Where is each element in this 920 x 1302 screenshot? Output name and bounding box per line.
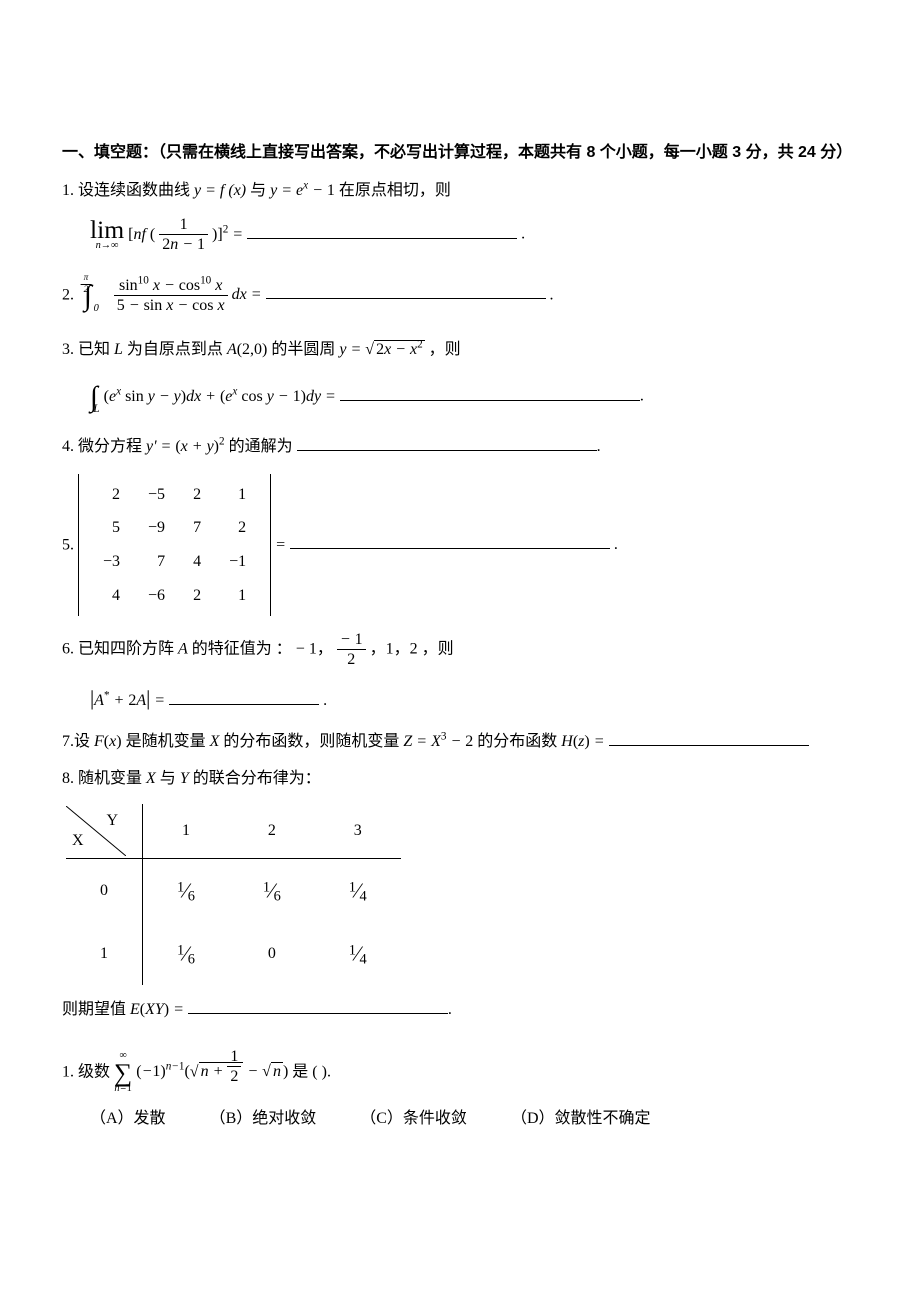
q4-tail: 的通解为: [229, 438, 293, 455]
q1-expr1: y = f (x): [194, 182, 246, 199]
question-4: 4. 微分方程 y' = (x + y)2 的通解为 .: [62, 434, 858, 460]
q3-mid2: 的半圆周: [271, 341, 339, 358]
q1-lead: 1. 设连续函数曲线: [62, 182, 194, 199]
s2-q1-tail: 是 ( ).: [292, 1063, 331, 1080]
q8-Y: Y: [180, 770, 189, 787]
q8-X: X: [146, 770, 156, 787]
q7-tail: 的分布函数: [477, 733, 557, 750]
q3-lead: 3. 已知: [62, 341, 114, 358]
q5-determinant: 2−521 5−972 −374−1 4−621: [78, 474, 271, 616]
q4-eq: y' = (x + y)2: [146, 438, 225, 455]
question-5: 5. 2−521 5−972 −374−1 4−621 = .: [62, 474, 858, 616]
q5-period: .: [614, 536, 618, 553]
q6-lead: 6. 已知四阶方阵: [62, 641, 178, 658]
q8-mid: 与: [160, 770, 180, 787]
row-x-1: 1: [66, 922, 143, 985]
q6-tail2: ，1，2 ，则: [370, 641, 454, 658]
question-8: 8. 随机变量 X 与 Y 的联合分布律为：: [62, 766, 858, 792]
exy-expr: E(XY) =: [130, 1001, 188, 1018]
choice-b[interactable]: （B）绝对收敛: [210, 1106, 317, 1132]
q3-line2: ∫L (ex sin y − y)dx + (ex cos y − 1)dy =…: [90, 374, 858, 420]
q2-label: 2.: [62, 286, 78, 303]
question-3: 3. 已知 L 为自原点到点 A(2,0) 的半圆周 y = √2x − x2 …: [62, 337, 858, 363]
q7-Z: Z = X3 − 2: [403, 733, 473, 750]
q2-integral: π2 ∫ 0 sin10 x − cos10 x 5 − sin x − cos…: [78, 286, 266, 303]
q7-blank[interactable]: [609, 729, 809, 746]
q3-L: L: [114, 341, 123, 358]
q7-mid2: 的分布函数，则随机变量: [223, 733, 403, 750]
q3-mid1: 为自原点到点: [127, 341, 227, 358]
q6-expr: |A* + 2A| =: [90, 692, 169, 709]
q8-exy: 则期望值 E(XY) = .: [62, 997, 858, 1023]
q6-mid: 的特征值为 ： − 1，: [192, 641, 333, 658]
q1-blank[interactable]: [247, 222, 517, 239]
exam-page: 一、填空题：（只需在横线上直接写出答案，不必写出计算过程，本题共有 8 个小题，…: [0, 0, 920, 1302]
q8-lead: 8. 随机变量: [62, 770, 146, 787]
q3-tail: ，则: [429, 341, 461, 358]
cell-1-0: 1⁄6: [143, 922, 229, 985]
question-1: 1. 设连续函数曲线 y = f (x) 与 y = ex − 1 在原点相切，…: [62, 178, 858, 204]
q1-tail: 在原点相切，则: [339, 182, 451, 199]
q2-blank[interactable]: [266, 282, 546, 299]
corner-x: X: [72, 828, 84, 854]
q8-blank[interactable]: [188, 997, 448, 1014]
q2-period: .: [550, 286, 554, 303]
q6-line2: |A* + 2A| = .: [90, 682, 858, 715]
choice-c[interactable]: （C）条件收敛: [360, 1106, 467, 1132]
s2-q1-series: ∞ ∑ n=1 (−1)n−1(√n + 12 − √n): [114, 1063, 292, 1080]
cell-0-2: 1⁄4: [315, 858, 401, 922]
q7-lead: 7.设: [62, 733, 94, 750]
cell-1-1: 0: [229, 922, 315, 985]
col-2: 2: [229, 804, 315, 858]
q6-period: .: [323, 692, 327, 709]
q5-blank[interactable]: [290, 532, 610, 549]
joint-distribution-table: Y X 1 2 3 0 1⁄6 1⁄6 1⁄4 1 1⁄6 0 1⁄4: [66, 804, 401, 985]
q7-mid1: 是随机变量: [126, 733, 210, 750]
question-7: 7.设 F(x) 是随机变量 X 的分布函数，则随机变量 Z = X3 − 2 …: [62, 729, 858, 755]
row-x-0: 0: [66, 858, 143, 922]
s2-question-1: 1. 级数 ∞ ∑ n=1 (−1)n−1(√n + 12 − √n) 是 ( …: [62, 1047, 858, 1094]
q6-blank[interactable]: [169, 688, 319, 705]
q3-blank[interactable]: [340, 384, 640, 401]
exy-lead: 则期望值: [62, 1001, 130, 1018]
q1-limit: lim n→∞ [nf ( 12n − 1 )]2 =: [90, 226, 247, 243]
q4-lead: 4. 微分方程: [62, 438, 146, 455]
table-corner: Y X: [66, 806, 126, 856]
question-2: 2. π2 ∫ 0 sin10 x − cos10 x 5 − sin x − …: [62, 273, 858, 319]
question-6: 6. 已知四阶方阵 A 的特征值为 ： − 1， − 12 ，1，2 ，则: [62, 630, 858, 669]
cell-0-0: 1⁄6: [143, 858, 229, 922]
q5-label: 5.: [62, 536, 78, 553]
q6-A: A: [178, 641, 188, 658]
q7-X: X: [210, 733, 220, 750]
q1-expr2: y = ex − 1: [270, 182, 335, 199]
corner-y: Y: [106, 808, 118, 834]
col-3: 3: [315, 804, 401, 858]
choice-d[interactable]: （D）敛散性不确定: [511, 1106, 651, 1132]
q1-period: .: [521, 226, 525, 243]
section-title: 一、填空题：（只需在横线上直接写出答案，不必写出计算过程，本题共有 8 个小题，…: [62, 140, 858, 166]
q7-H: H(z) =: [561, 733, 608, 750]
q3-A: A(2,0): [227, 341, 267, 358]
q3-curve: y = √2x − x2: [339, 341, 424, 358]
s2-q1-choices: （A）发散 （B）绝对收敛 （C）条件收敛 （D）敛散性不确定: [90, 1106, 858, 1132]
q8-tail: 的联合分布律为：: [193, 770, 321, 787]
q1-line2: lim n→∞ [nf ( 12n − 1 )]2 = .: [90, 215, 858, 254]
q7-F: F(x): [94, 733, 122, 750]
q4-blank[interactable]: [297, 434, 597, 451]
q1-mid: 与: [250, 182, 270, 199]
q3-integral: ∫L (ex sin y − y)dx + (ex cos y − 1)dy =: [90, 388, 340, 405]
cell-1-2: 1⁄4: [315, 922, 401, 985]
col-1: 1: [143, 804, 229, 858]
s2-q1-lead: 1. 级数: [62, 1063, 114, 1080]
q6-frac: − 12: [337, 630, 366, 669]
q5-eq: =: [275, 536, 290, 553]
cell-0-1: 1⁄6: [229, 858, 315, 922]
choice-a[interactable]: （A）发散: [90, 1106, 166, 1132]
